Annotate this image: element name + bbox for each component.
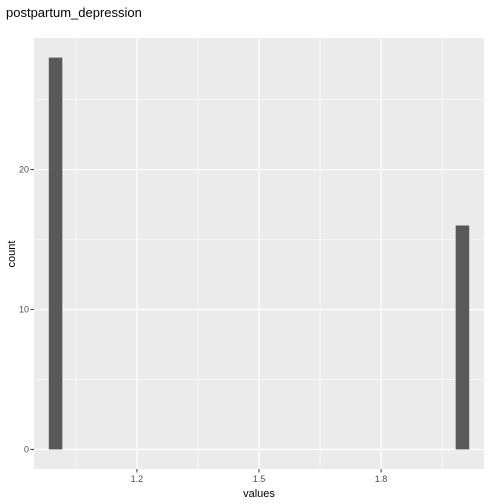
major-gridlines (34, 38, 484, 469)
y-axis-title: count (6, 241, 18, 268)
histogram-bar (48, 57, 63, 450)
x-tick-label: 1.5 (253, 474, 266, 484)
x-tick-label: 1.2 (131, 474, 144, 484)
y-tick-label: 10 (19, 304, 29, 314)
y-axis-ticks: 0 10 20 (19, 165, 34, 454)
y-tick-label: 20 (19, 165, 29, 175)
y-tick-label: 0 (24, 444, 29, 454)
x-axis-ticks: 1.2 1.5 1.8 (131, 469, 388, 484)
x-axis-title: values (243, 488, 275, 500)
chart-title: postpartum_depression (6, 5, 142, 20)
bars-layer (48, 57, 470, 450)
histogram-bar (455, 225, 470, 450)
x-tick-label: 1.8 (375, 474, 388, 484)
